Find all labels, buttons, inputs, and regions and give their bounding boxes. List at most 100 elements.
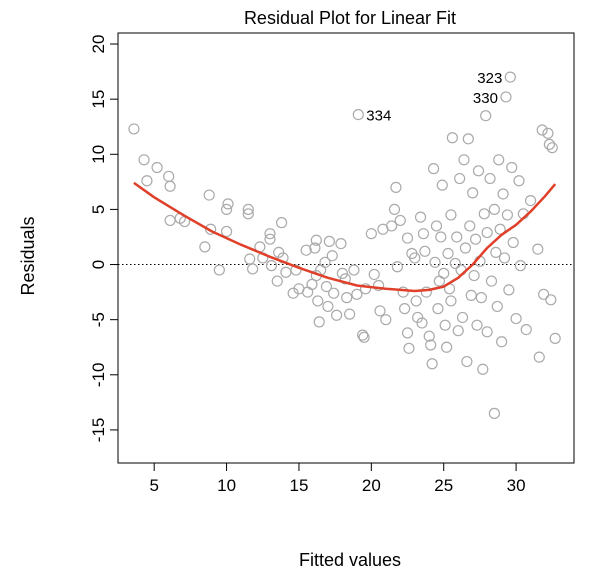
residual-point [458, 154, 470, 166]
residual-point [220, 225, 233, 238]
residual-point [436, 179, 448, 191]
residual-point [537, 288, 550, 300]
residual-point [506, 161, 518, 174]
residual-point [481, 326, 493, 338]
residual-point [309, 242, 321, 254]
residual-point [503, 284, 515, 296]
plot-area: 5 10 15 20 25 30 -15 -10 -5 0 5 10 15 20 334 323 330 [89, 32, 575, 495]
residual-point [546, 142, 558, 154]
residual-point [520, 323, 532, 336]
residual-point [306, 278, 318, 290]
residual-point [500, 91, 512, 103]
residual-point [352, 108, 364, 121]
residual-point [138, 154, 150, 166]
residual-point [374, 305, 386, 317]
residual-point [438, 267, 450, 279]
residual-point [439, 319, 451, 331]
residual-point [504, 71, 516, 83]
residual-point [271, 275, 283, 287]
residual-point [477, 363, 489, 375]
residual-point [468, 269, 480, 282]
residual-point [417, 228, 430, 240]
residual-point [242, 203, 254, 216]
residual-point [459, 242, 472, 254]
residual-point [514, 260, 527, 272]
residual-point [498, 252, 511, 264]
residual-point [423, 330, 435, 342]
residual-point [461, 355, 473, 368]
residual-point [339, 273, 351, 285]
x-tick-label: 10 [217, 476, 236, 495]
smooth-fit-line [133, 181, 557, 293]
residual-point [386, 220, 398, 232]
residual-point [445, 209, 457, 221]
residual-point [357, 329, 369, 341]
residual-point [467, 187, 479, 199]
residual-point [220, 203, 233, 216]
residual-point [478, 208, 490, 220]
residual-point [484, 172, 496, 185]
residual-point [351, 288, 363, 300]
y-tick-label: 5 [89, 205, 108, 214]
y-tick-label: -5 [89, 312, 108, 327]
residual-point [449, 257, 461, 270]
residual-point [365, 228, 377, 240]
residual-point [322, 300, 334, 313]
residual-point [290, 264, 302, 276]
y-tick-label: 20 [89, 35, 108, 54]
residual-point [312, 295, 324, 307]
x-axis-label: Fitted values [299, 550, 401, 570]
residual-point [452, 325, 464, 337]
residual-point [497, 188, 509, 200]
residual-point [372, 279, 385, 292]
residual-point [244, 253, 256, 265]
residual-point [543, 138, 555, 150]
residual-point [493, 154, 505, 166]
y-tick-label: -15 [89, 418, 108, 443]
residual-point [328, 287, 340, 299]
residual-point [432, 303, 444, 315]
residual-point [485, 275, 498, 287]
residual-point [265, 260, 278, 272]
x-tick-label: 5 [149, 476, 158, 495]
residual-point [445, 295, 457, 307]
residual-point [454, 172, 466, 185]
residual-point [429, 256, 441, 268]
residual-point [388, 203, 401, 216]
residual-point [330, 309, 343, 321]
residual-point [456, 311, 469, 324]
residual-point [391, 261, 403, 273]
residual-point [488, 203, 500, 216]
residual-point [426, 358, 438, 370]
residual-point [302, 286, 314, 298]
residual-point [472, 165, 485, 177]
residual-point [427, 163, 440, 175]
residual-point [341, 292, 353, 304]
residual-point [401, 232, 414, 244]
residual-point [401, 327, 414, 339]
residual-point [348, 264, 360, 276]
residual-point [542, 127, 554, 139]
residual-point [164, 214, 176, 227]
residual-point [545, 294, 557, 306]
residual-point [510, 312, 522, 325]
residual-point [300, 244, 312, 256]
residual-point [397, 286, 409, 298]
y-tick-label: 10 [89, 145, 108, 164]
residual-point [344, 308, 356, 320]
plot-frame [117, 32, 575, 464]
residual-point [494, 223, 506, 235]
chart-title: Residual Plot for Linear Fit [244, 8, 456, 28]
residual-point [481, 226, 493, 239]
residual-point [410, 295, 422, 307]
residual-point [488, 407, 500, 419]
residual-point [442, 247, 454, 260]
residual-point [264, 233, 276, 245]
x-tick-label: 30 [507, 476, 526, 495]
outlier-label: 330 [473, 90, 498, 107]
residual-point [205, 223, 217, 235]
residual-point [471, 319, 483, 331]
residual-point [310, 234, 322, 246]
residual-point [320, 280, 333, 293]
outlier-label: 323 [477, 70, 502, 87]
